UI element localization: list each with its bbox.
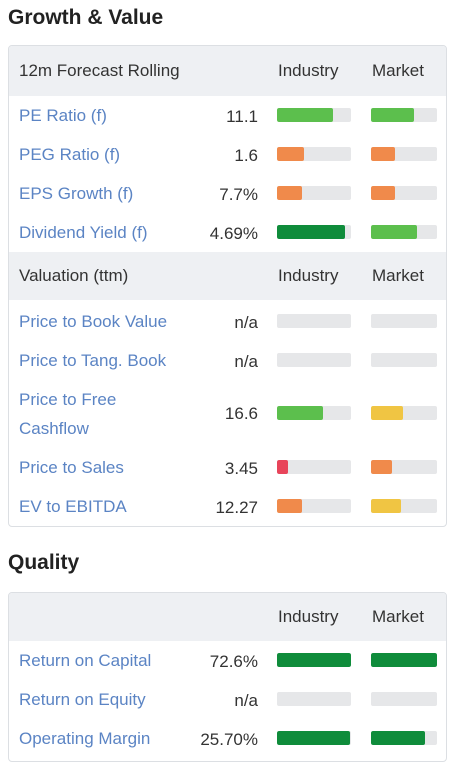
metric-link-operating-margin[interactable]: Operating Margin [19, 729, 151, 748]
forecast-market-header: Market [372, 61, 424, 80]
forecast-header: 12m Forecast Rolling Industry Market [9, 46, 446, 96]
valuation-industry-header: Industry [278, 266, 339, 285]
metric-label-line2: Cashflow [19, 419, 89, 438]
market-bar-fill [371, 186, 395, 200]
metric-value: 16.6 [224, 404, 258, 423]
industry-bar [277, 406, 351, 420]
metric-value: n/a [234, 313, 258, 332]
table-row: Operating Margin 25.70% [9, 724, 446, 756]
market-bar [371, 147, 437, 161]
quality-industry-header: Industry [278, 607, 339, 626]
metric-value: 11.1 [226, 107, 258, 126]
market-bar [371, 406, 437, 420]
table-row: EPS Growth (f) 7.7% [9, 177, 446, 209]
metric-link-price-to-book[interactable]: Price to Book Value [19, 312, 168, 331]
market-bar [371, 692, 437, 706]
market-bar [371, 186, 437, 200]
metric-link-eps-growth[interactable]: EPS Growth (f) [19, 184, 134, 203]
valuation-header-label: Valuation (ttm) [19, 266, 129, 285]
metric-value: 1.6 [234, 146, 258, 165]
industry-bar [277, 460, 351, 474]
quality-title: Quality [8, 551, 80, 574]
forecast-header-label: 12m Forecast Rolling [19, 61, 180, 80]
valuation-market-header: Market [372, 266, 424, 285]
industry-bar [277, 225, 351, 239]
table-row: Dividend Yield (f) 4.69% [9, 216, 446, 248]
industry-bar-fill [277, 653, 351, 667]
industry-bar-fill [277, 186, 303, 200]
valuation-header: Valuation (ttm) Industry Market [9, 252, 446, 300]
market-bar [371, 653, 437, 667]
industry-bar [277, 108, 351, 122]
market-bar-fill [371, 225, 418, 239]
table-row: Return on Capital 72.6% [9, 646, 446, 678]
industry-bar-fill [277, 147, 304, 161]
metric-link-ev-to-ebitda[interactable]: EV to EBITDA [19, 497, 127, 516]
metric-link-return-on-equity[interactable]: Return on Equity [19, 690, 146, 709]
table-row: Price to Tang. Book n/a [9, 346, 446, 378]
metric-link-pe-ratio[interactable]: PE Ratio (f) [19, 106, 107, 125]
market-bar-fill [371, 731, 426, 745]
industry-bar-fill [277, 460, 289, 474]
industry-bar [277, 653, 351, 667]
table-row: EV to EBITDA 12.27 [9, 492, 446, 524]
market-bar-fill [371, 653, 437, 667]
metric-link-dividend-yield[interactable]: Dividend Yield (f) [19, 223, 148, 242]
table-row: Return on Equity n/a [9, 685, 446, 717]
market-bar [371, 353, 437, 367]
metric-link-peg-ratio[interactable]: PEG Ratio (f) [19, 145, 121, 164]
metric-value: 72.6% [209, 652, 258, 671]
industry-bar-fill [277, 108, 333, 122]
industry-bar [277, 499, 351, 513]
market-bar [371, 314, 437, 328]
industry-bar [277, 731, 351, 745]
industry-bar [277, 147, 351, 161]
quality-card: Industry Market Return on Capital 72.6% … [8, 592, 447, 762]
forecast-industry-header: Industry [278, 61, 339, 80]
metric-link-price-to-free-cashflow[interactable]: Price to Free Cashflow [19, 385, 116, 443]
industry-bar [277, 692, 351, 706]
market-bar-fill [371, 499, 401, 513]
metric-value: 25.70% [200, 730, 258, 749]
metric-link-price-to-sales[interactable]: Price to Sales [19, 458, 124, 477]
metric-value: 12.27 [215, 498, 258, 517]
metric-link-price-to-tang-book[interactable]: Price to Tang. Book [19, 351, 167, 370]
market-bar [371, 460, 437, 474]
quality-header: Industry Market [9, 593, 446, 641]
table-row: Price to Free Cashflow 16.6 [9, 385, 446, 443]
table-row: PE Ratio (f) 11.1 [9, 99, 446, 131]
metric-value: n/a [234, 352, 258, 371]
metric-value: 7.7% [219, 185, 258, 204]
industry-bar [277, 314, 351, 328]
market-bar [371, 499, 437, 513]
table-row: Price to Book Value n/a [9, 307, 446, 339]
industry-bar-fill [277, 406, 323, 420]
market-bar [371, 108, 437, 122]
industry-bar-fill [277, 225, 346, 239]
metric-value: 4.69% [209, 224, 258, 243]
table-row: Price to Sales 3.45 [9, 453, 446, 485]
table-row: PEG Ratio (f) 1.6 [9, 138, 446, 170]
metric-label-line1: Price to Free [19, 390, 117, 409]
market-bar [371, 225, 437, 239]
industry-bar-fill [277, 499, 303, 513]
growth-value-card: 12m Forecast Rolling Industry Market PE … [8, 45, 447, 527]
metric-value: n/a [234, 691, 258, 710]
market-bar [371, 731, 437, 745]
quality-market-header: Market [372, 607, 424, 626]
metric-link-return-on-capital[interactable]: Return on Capital [19, 651, 152, 670]
market-bar-fill [371, 460, 393, 474]
market-bar-fill [371, 147, 395, 161]
industry-bar [277, 186, 351, 200]
market-bar-fill [371, 406, 403, 420]
metric-value: 3.45 [224, 459, 258, 478]
industry-bar [277, 353, 351, 367]
industry-bar-fill [277, 731, 350, 745]
market-bar-fill [371, 108, 414, 122]
growth-value-title: Growth & Value [8, 6, 164, 29]
